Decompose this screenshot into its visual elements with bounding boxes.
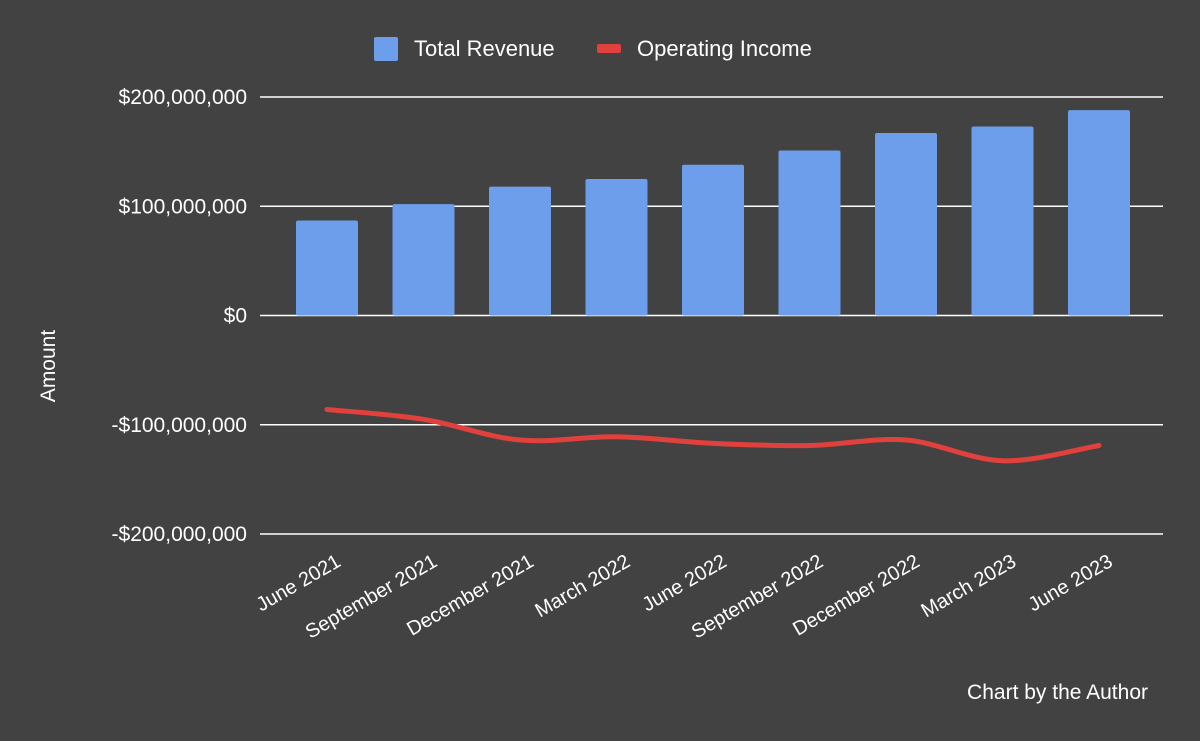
legend: Total Revenue Operating Income [374, 36, 812, 61]
legend-label-operating-income: Operating Income [637, 36, 812, 61]
legend-swatch-operating-income [597, 44, 621, 53]
x-tick-label: March 2023 [918, 550, 1020, 622]
y-tick-label: $200,000,000 [119, 86, 247, 109]
bar-total-revenue [392, 204, 455, 316]
bar-total-revenue [682, 164, 744, 316]
x-tick-label: March 2022 [532, 550, 634, 622]
legend-label-total-revenue: Total Revenue [414, 36, 555, 61]
bar-total-revenue [778, 150, 841, 316]
line-operating-income [324, 406, 1102, 464]
y-axis-ticks: $200,000,000 $100,000,000 $0 -$100,000,000 -… [112, 86, 247, 546]
y-tick-label: $0 [224, 305, 247, 328]
y-tick-label: -$100,000,000 [112, 414, 247, 437]
y-tick-label: -$200,000,000 [112, 523, 247, 546]
y-axis-title: Amount [37, 330, 60, 403]
x-tick-label: June 2022 [639, 550, 731, 616]
line-series [324, 406, 1102, 464]
chart-credit: Chart by the Author [967, 681, 1148, 704]
y-tick-label: $100,000,000 [119, 195, 247, 218]
bar-total-revenue [971, 126, 1034, 316]
bar-total-revenue [489, 186, 551, 316]
bar-total-revenue [296, 220, 358, 316]
bar-series [296, 110, 1130, 316]
bar-total-revenue [1068, 110, 1130, 316]
x-tick-label: June 2021 [253, 550, 345, 616]
bar-total-revenue [875, 133, 937, 316]
x-tick-label: June 2023 [1025, 550, 1117, 616]
bar-total-revenue [585, 178, 648, 316]
legend-swatch-total-revenue [374, 37, 398, 61]
